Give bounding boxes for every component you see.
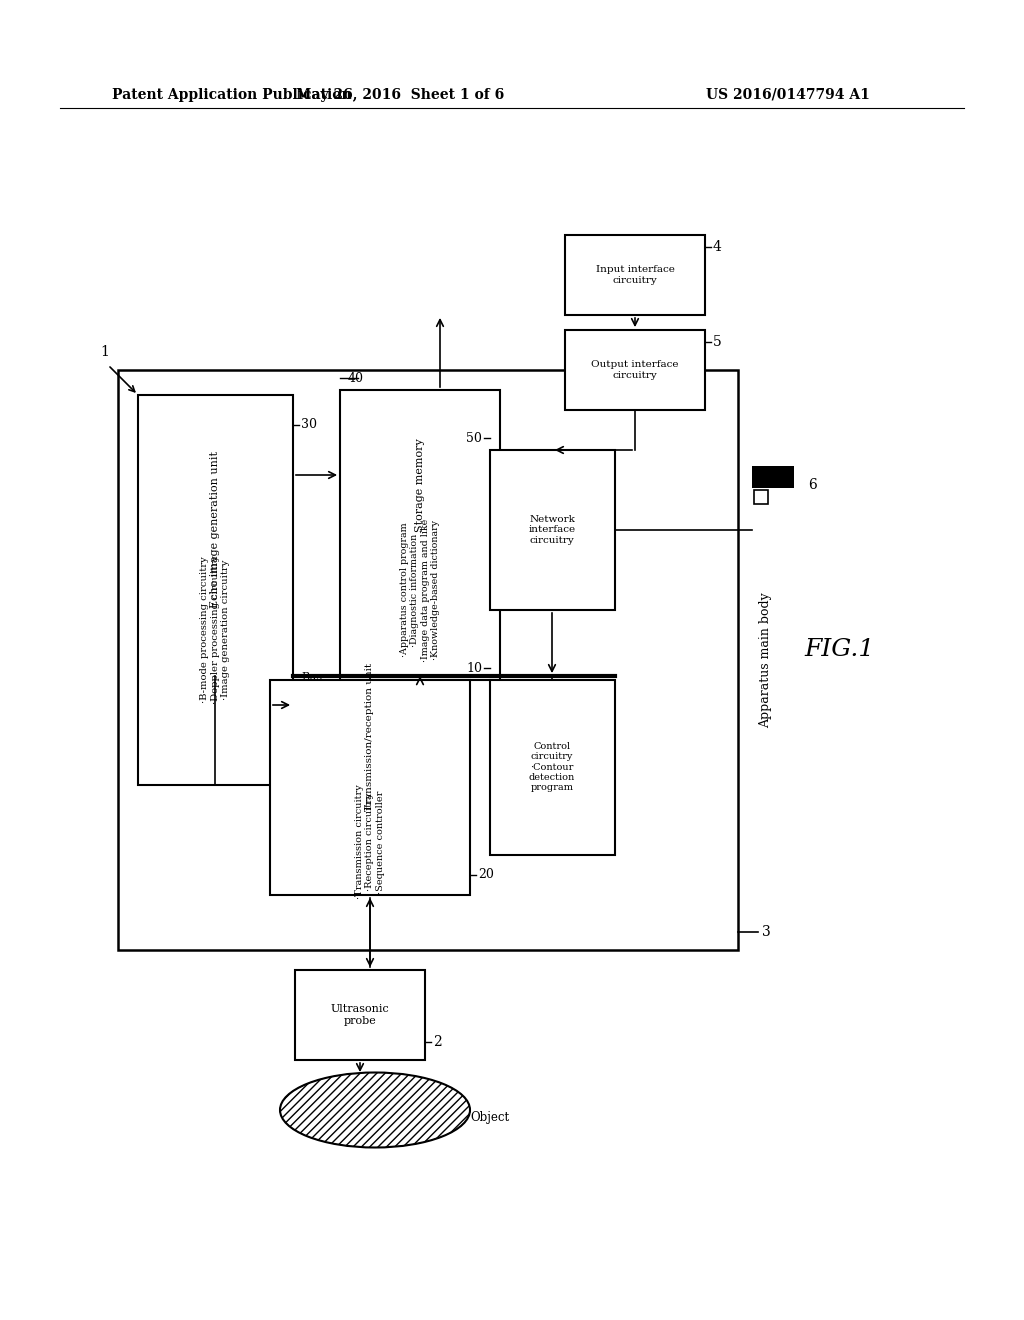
Bar (270, 680, 470, 895)
Bar (340, 389, 500, 680)
Text: Storage memory: Storage memory (415, 438, 425, 532)
Bar (138, 395, 293, 785)
Bar (490, 680, 615, 855)
Text: Bus: Bus (301, 672, 323, 682)
Text: 30: 30 (301, 418, 317, 432)
Text: Input interface
circuitry: Input interface circuitry (596, 265, 675, 285)
Ellipse shape (280, 1072, 470, 1147)
Bar (118, 370, 738, 950)
Text: Echo image generation unit: Echo image generation unit (210, 451, 220, 609)
Text: Ultrasonic
probe: Ultrasonic probe (331, 1005, 389, 1026)
Text: FIG.1: FIG.1 (805, 639, 876, 661)
Text: ·B-mode processing circuitry
·Doppler processing circuitry
·Image generation cir: ·B-mode processing circuitry ·Doppler pr… (200, 556, 230, 705)
Text: 2: 2 (433, 1035, 441, 1049)
Text: ·Transmission circuitry
·Reception circuitry
·Sequence controller: ·Transmission circuitry ·Reception circu… (355, 784, 385, 899)
Text: 50: 50 (466, 432, 482, 445)
Text: 1: 1 (100, 345, 109, 359)
Text: 40: 40 (348, 371, 364, 384)
Text: 4: 4 (713, 240, 722, 253)
Text: Apparatus main body: Apparatus main body (760, 593, 772, 727)
Text: 10: 10 (466, 661, 482, 675)
Bar (490, 450, 615, 610)
Text: Network
interface
circuitry: Network interface circuitry (528, 515, 575, 545)
Bar (295, 970, 425, 1060)
Text: 20: 20 (478, 869, 494, 882)
Text: Object: Object (470, 1111, 509, 1125)
Bar (752, 466, 794, 488)
Text: ·Apparatus control program
·Diagnostic information
·Image data program and like
: ·Apparatus control program ·Diagnostic i… (400, 519, 440, 661)
Text: Output interface
circuitry: Output interface circuitry (591, 360, 679, 380)
Bar (565, 235, 705, 315)
Text: 3: 3 (762, 925, 770, 939)
Text: May 26, 2016  Sheet 1 of 6: May 26, 2016 Sheet 1 of 6 (296, 88, 504, 102)
Text: Control
circuitry
·Contour
detection
program: Control circuitry ·Contour detection pro… (528, 742, 575, 792)
Text: Transmission/reception unit: Transmission/reception unit (366, 663, 375, 810)
Text: 5: 5 (713, 335, 722, 348)
Text: US 2016/0147794 A1: US 2016/0147794 A1 (707, 88, 870, 102)
Text: 6: 6 (808, 478, 817, 492)
Text: Patent Application Publication: Patent Application Publication (112, 88, 351, 102)
Bar (565, 330, 705, 411)
Bar (754, 490, 768, 504)
